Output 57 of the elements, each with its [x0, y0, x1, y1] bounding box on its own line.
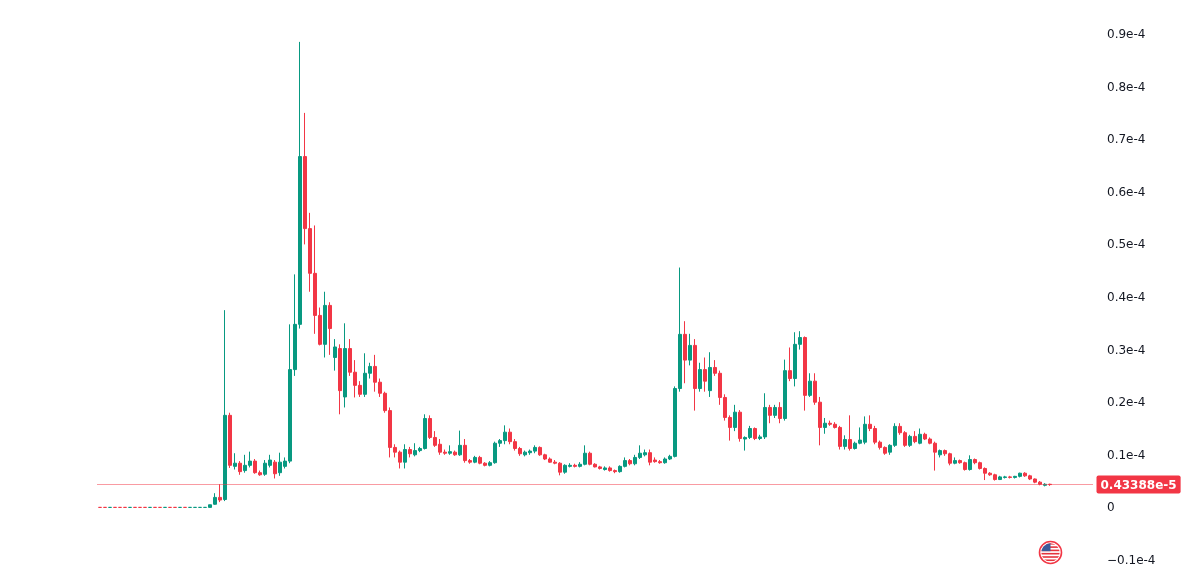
candlestick	[708, 351, 712, 398]
candlestick	[803, 335, 807, 412]
candlestick	[843, 434, 847, 451]
candlestick	[343, 322, 347, 408]
y-tick-label: 0.2e-4	[1107, 395, 1146, 410]
y-tick-label: 0.5e-4	[1107, 237, 1146, 252]
candlestick	[768, 404, 772, 424]
candlestick	[323, 291, 327, 358]
candlestick	[823, 417, 827, 435]
candlestick	[968, 454, 972, 472]
candlestick	[473, 455, 477, 464]
y-tick-label: 0.8e-4	[1107, 79, 1146, 94]
candlestick	[628, 458, 632, 466]
y-tick-label: 0.6e-4	[1107, 184, 1146, 199]
y-tick-label: 0.1e-4	[1107, 447, 1146, 462]
candlestick	[683, 320, 687, 384]
candlestick	[453, 450, 457, 457]
candlestick	[703, 356, 707, 393]
candlestick	[273, 459, 277, 479]
candlestick	[603, 465, 607, 472]
candlestick	[403, 443, 407, 469]
candlestick	[688, 333, 692, 366]
candlestick	[448, 444, 452, 456]
candlestick	[753, 426, 757, 441]
candlestick	[783, 359, 787, 422]
candlestick	[333, 338, 337, 372]
candlestick	[573, 463, 577, 468]
candlestick	[228, 412, 232, 469]
candlestick	[408, 446, 412, 458]
candlestick	[788, 347, 792, 382]
candlestick	[223, 309, 227, 502]
candlestick	[778, 401, 782, 424]
candlestick	[913, 430, 917, 444]
candlestick	[233, 452, 237, 471]
candlestick	[953, 456, 957, 465]
candlestick	[918, 428, 922, 445]
candlestick	[1008, 475, 1012, 479]
ref-line-label: 0.43388e-5	[1100, 477, 1177, 492]
y-tick-label: 0.3e-4	[1107, 342, 1146, 357]
candlestick	[693, 338, 697, 412]
candlestick	[733, 404, 737, 432]
candlestick	[238, 460, 242, 476]
candlestick	[938, 449, 942, 458]
candlestick	[908, 434, 912, 448]
candlestick	[328, 301, 332, 356]
y-tick-label: −0.1e-4	[1107, 553, 1156, 567]
candlestick	[848, 414, 852, 452]
candlestick	[698, 362, 702, 393]
candlestick	[458, 430, 462, 457]
candlestick	[773, 404, 777, 419]
candlestick	[738, 409, 742, 443]
candlestick	[338, 343, 342, 415]
y-tick-label: 0.4e-4	[1107, 290, 1146, 304]
candlestick	[808, 372, 812, 398]
y-tick-label: 0.7e-4	[1107, 132, 1146, 147]
y-tick-label: 0.9e-4	[1107, 27, 1146, 41]
y-tick-label: 0	[1107, 500, 1115, 515]
